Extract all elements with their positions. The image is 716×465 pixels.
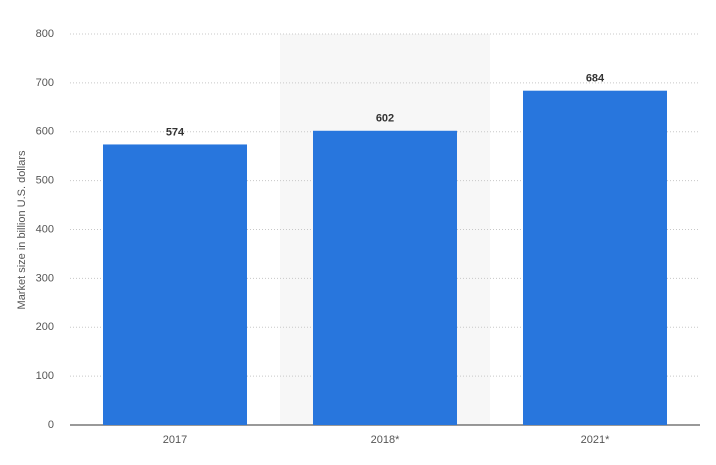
bar: [523, 90, 667, 425]
y-tick-label: 600: [36, 126, 54, 138]
x-tick-label: 2018*: [371, 434, 400, 446]
data-label: 684: [586, 73, 605, 85]
x-tick-label: 2021*: [581, 434, 610, 446]
y-tick-label: 0: [48, 419, 54, 431]
y-axis-label: Market size in billion U.S. dollars: [16, 150, 28, 309]
bar: [103, 144, 247, 425]
y-tick-label: 500: [36, 175, 54, 187]
y-tick-label: 400: [36, 223, 54, 235]
x-tick-label: 2017: [163, 434, 187, 446]
bar: [313, 130, 457, 425]
y-tick-label: 800: [36, 28, 54, 40]
data-label: 574: [166, 126, 185, 138]
y-tick-label: 700: [36, 77, 54, 89]
data-label: 602: [376, 113, 394, 125]
y-tick-label: 300: [36, 272, 54, 284]
y-tick-label: 200: [36, 321, 54, 333]
y-tick-label: 100: [36, 370, 54, 382]
